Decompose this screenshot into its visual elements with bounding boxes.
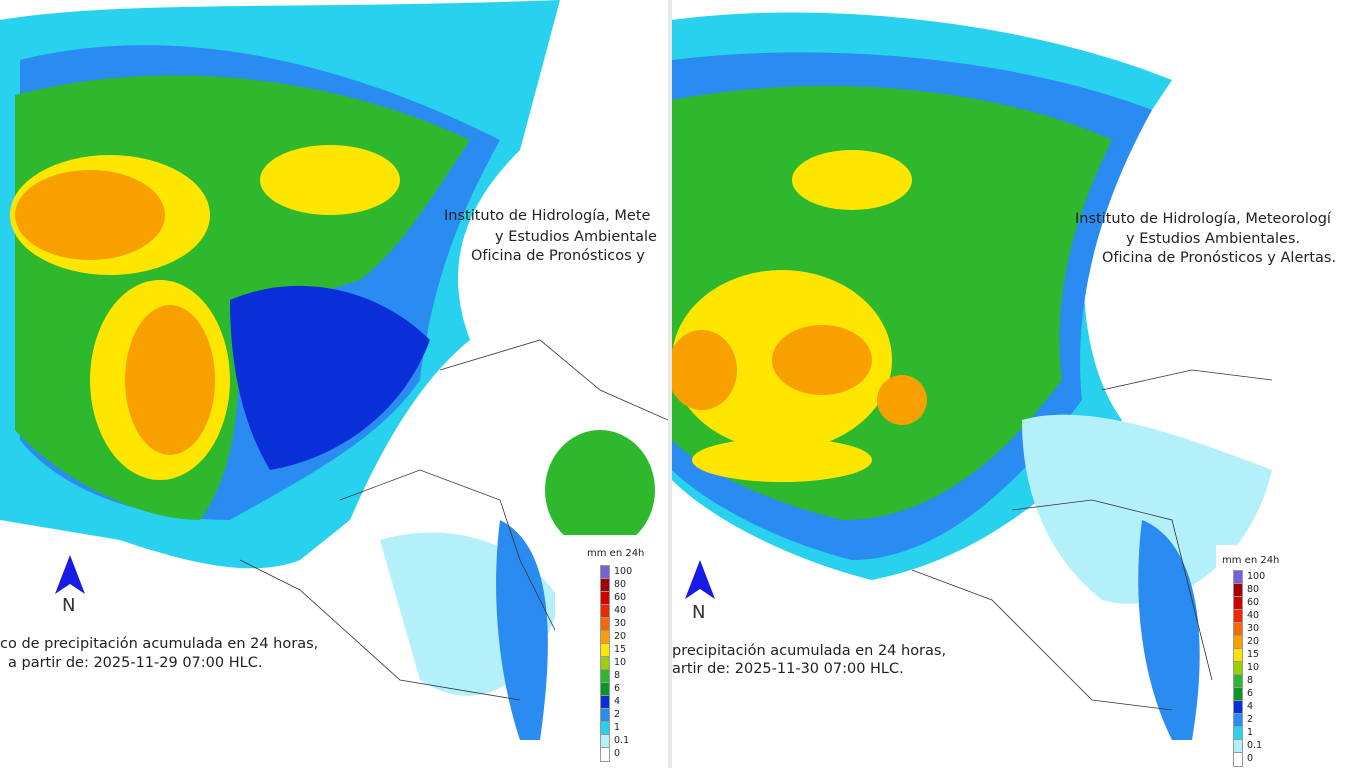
rain-fields [0, 0, 655, 740]
legend-label: 15 [1247, 649, 1260, 660]
legend-label: 60 [1247, 597, 1260, 608]
legend-label: 2 [1247, 714, 1254, 725]
borders [911, 369, 1273, 711]
map-panel: Instituto de Hidrología, Meteorologí y E… [672, 0, 1366, 768]
legend-label: 1 [1247, 727, 1254, 738]
legend-title: mm en 24h [587, 548, 645, 559]
caption-line: precipitación acumulada en 24 horas, [672, 643, 947, 659]
legend-label: 80 [614, 579, 627, 590]
border-line [439, 339, 668, 421]
border-line [1101, 369, 1273, 391]
rain-area [672, 330, 737, 410]
institute-line: y Estudios Ambientales. [1126, 231, 1301, 247]
legend-label: 6 [1247, 688, 1254, 699]
rain-area [692, 438, 872, 482]
rain-area [772, 325, 872, 395]
north-arrow [55, 555, 85, 594]
map-panel: Instituto de Hidrología, Mete y Estudios… [0, 0, 668, 768]
legend-label: 8 [1247, 675, 1254, 686]
legend-label: 40 [614, 605, 627, 616]
rain-area [1138, 520, 1200, 740]
legend-label: 20 [1247, 636, 1260, 647]
legend-label: 60 [614, 592, 627, 603]
border-line [1011, 499, 1213, 681]
north-label: N [692, 602, 706, 623]
caption-line: a partir de: 2025-11-29 07:00 HLC. [8, 655, 263, 671]
legend-label: 0.1 [1247, 740, 1263, 751]
legend-label: 1 [614, 722, 621, 733]
rain-area [125, 305, 215, 455]
rain-area [230, 285, 430, 470]
legend-label: 0 [1247, 753, 1254, 764]
border-line [911, 569, 1173, 711]
legend: mm en 24h 100 80 60 40 30 20 15 10 8 6 4 2 1 0.1 0 [1216, 545, 1366, 768]
rain-area [545, 430, 655, 550]
legend: mm en 24h 100 80 60 40 30 20 15 10 8 6 4 2 1 0.1 0 [555, 535, 668, 768]
legend-label: 10 [1247, 662, 1260, 673]
rain-area [877, 375, 927, 425]
precipitation-map [0, 0, 668, 740]
legend-label: 4 [1247, 701, 1254, 712]
rain-area [496, 520, 548, 740]
institute-line: Oficina de Pronósticos y Alertas. [1102, 250, 1337, 266]
legend-label: 8 [614, 670, 621, 681]
legend-swatch [600, 747, 610, 762]
north-label: N [62, 595, 76, 616]
legend-label: 100 [1247, 571, 1266, 582]
institute-line: Oficina de Pronósticos y [471, 248, 645, 264]
legend-label: 0 [614, 748, 621, 759]
legend-label: 30 [614, 618, 627, 629]
divider [668, 0, 672, 768]
rain-area [15, 170, 165, 260]
rain-area [260, 145, 400, 215]
border-line [339, 469, 561, 641]
legend-label: 100 [614, 566, 633, 577]
institute-line: y Estudios Ambientale [495, 229, 657, 245]
institute-line: Instituto de Hidrología, Meteorologí [1075, 211, 1331, 227]
legend-label: 4 [614, 696, 621, 707]
legend-label: 80 [1247, 584, 1260, 595]
rain-fields [672, 12, 1272, 740]
borders [239, 339, 668, 701]
north-arrow [685, 560, 715, 599]
caption-line: co de precipitación acumulada en 24 hora… [0, 636, 319, 652]
legend-label: 40 [1247, 610, 1260, 621]
legend-label: 10 [614, 657, 627, 668]
legend-label: 2 [614, 709, 621, 720]
rain-area [792, 150, 912, 210]
legend-swatch [1233, 752, 1243, 767]
border-line [239, 559, 521, 701]
legend-label: 15 [614, 644, 627, 655]
legend-label: 6 [614, 683, 621, 694]
legend-label: 30 [1247, 623, 1260, 634]
precipitation-map [672, 12, 1273, 740]
legend-label: 0.1 [614, 735, 630, 746]
rain-area [1022, 414, 1272, 604]
legend-label: 20 [614, 631, 627, 642]
institute-line: Instituto de Hidrología, Mete [444, 208, 651, 224]
caption-line: artir de: 2025-11-30 07:00 HLC. [672, 661, 904, 677]
legend-title: mm en 24h [1222, 555, 1280, 566]
